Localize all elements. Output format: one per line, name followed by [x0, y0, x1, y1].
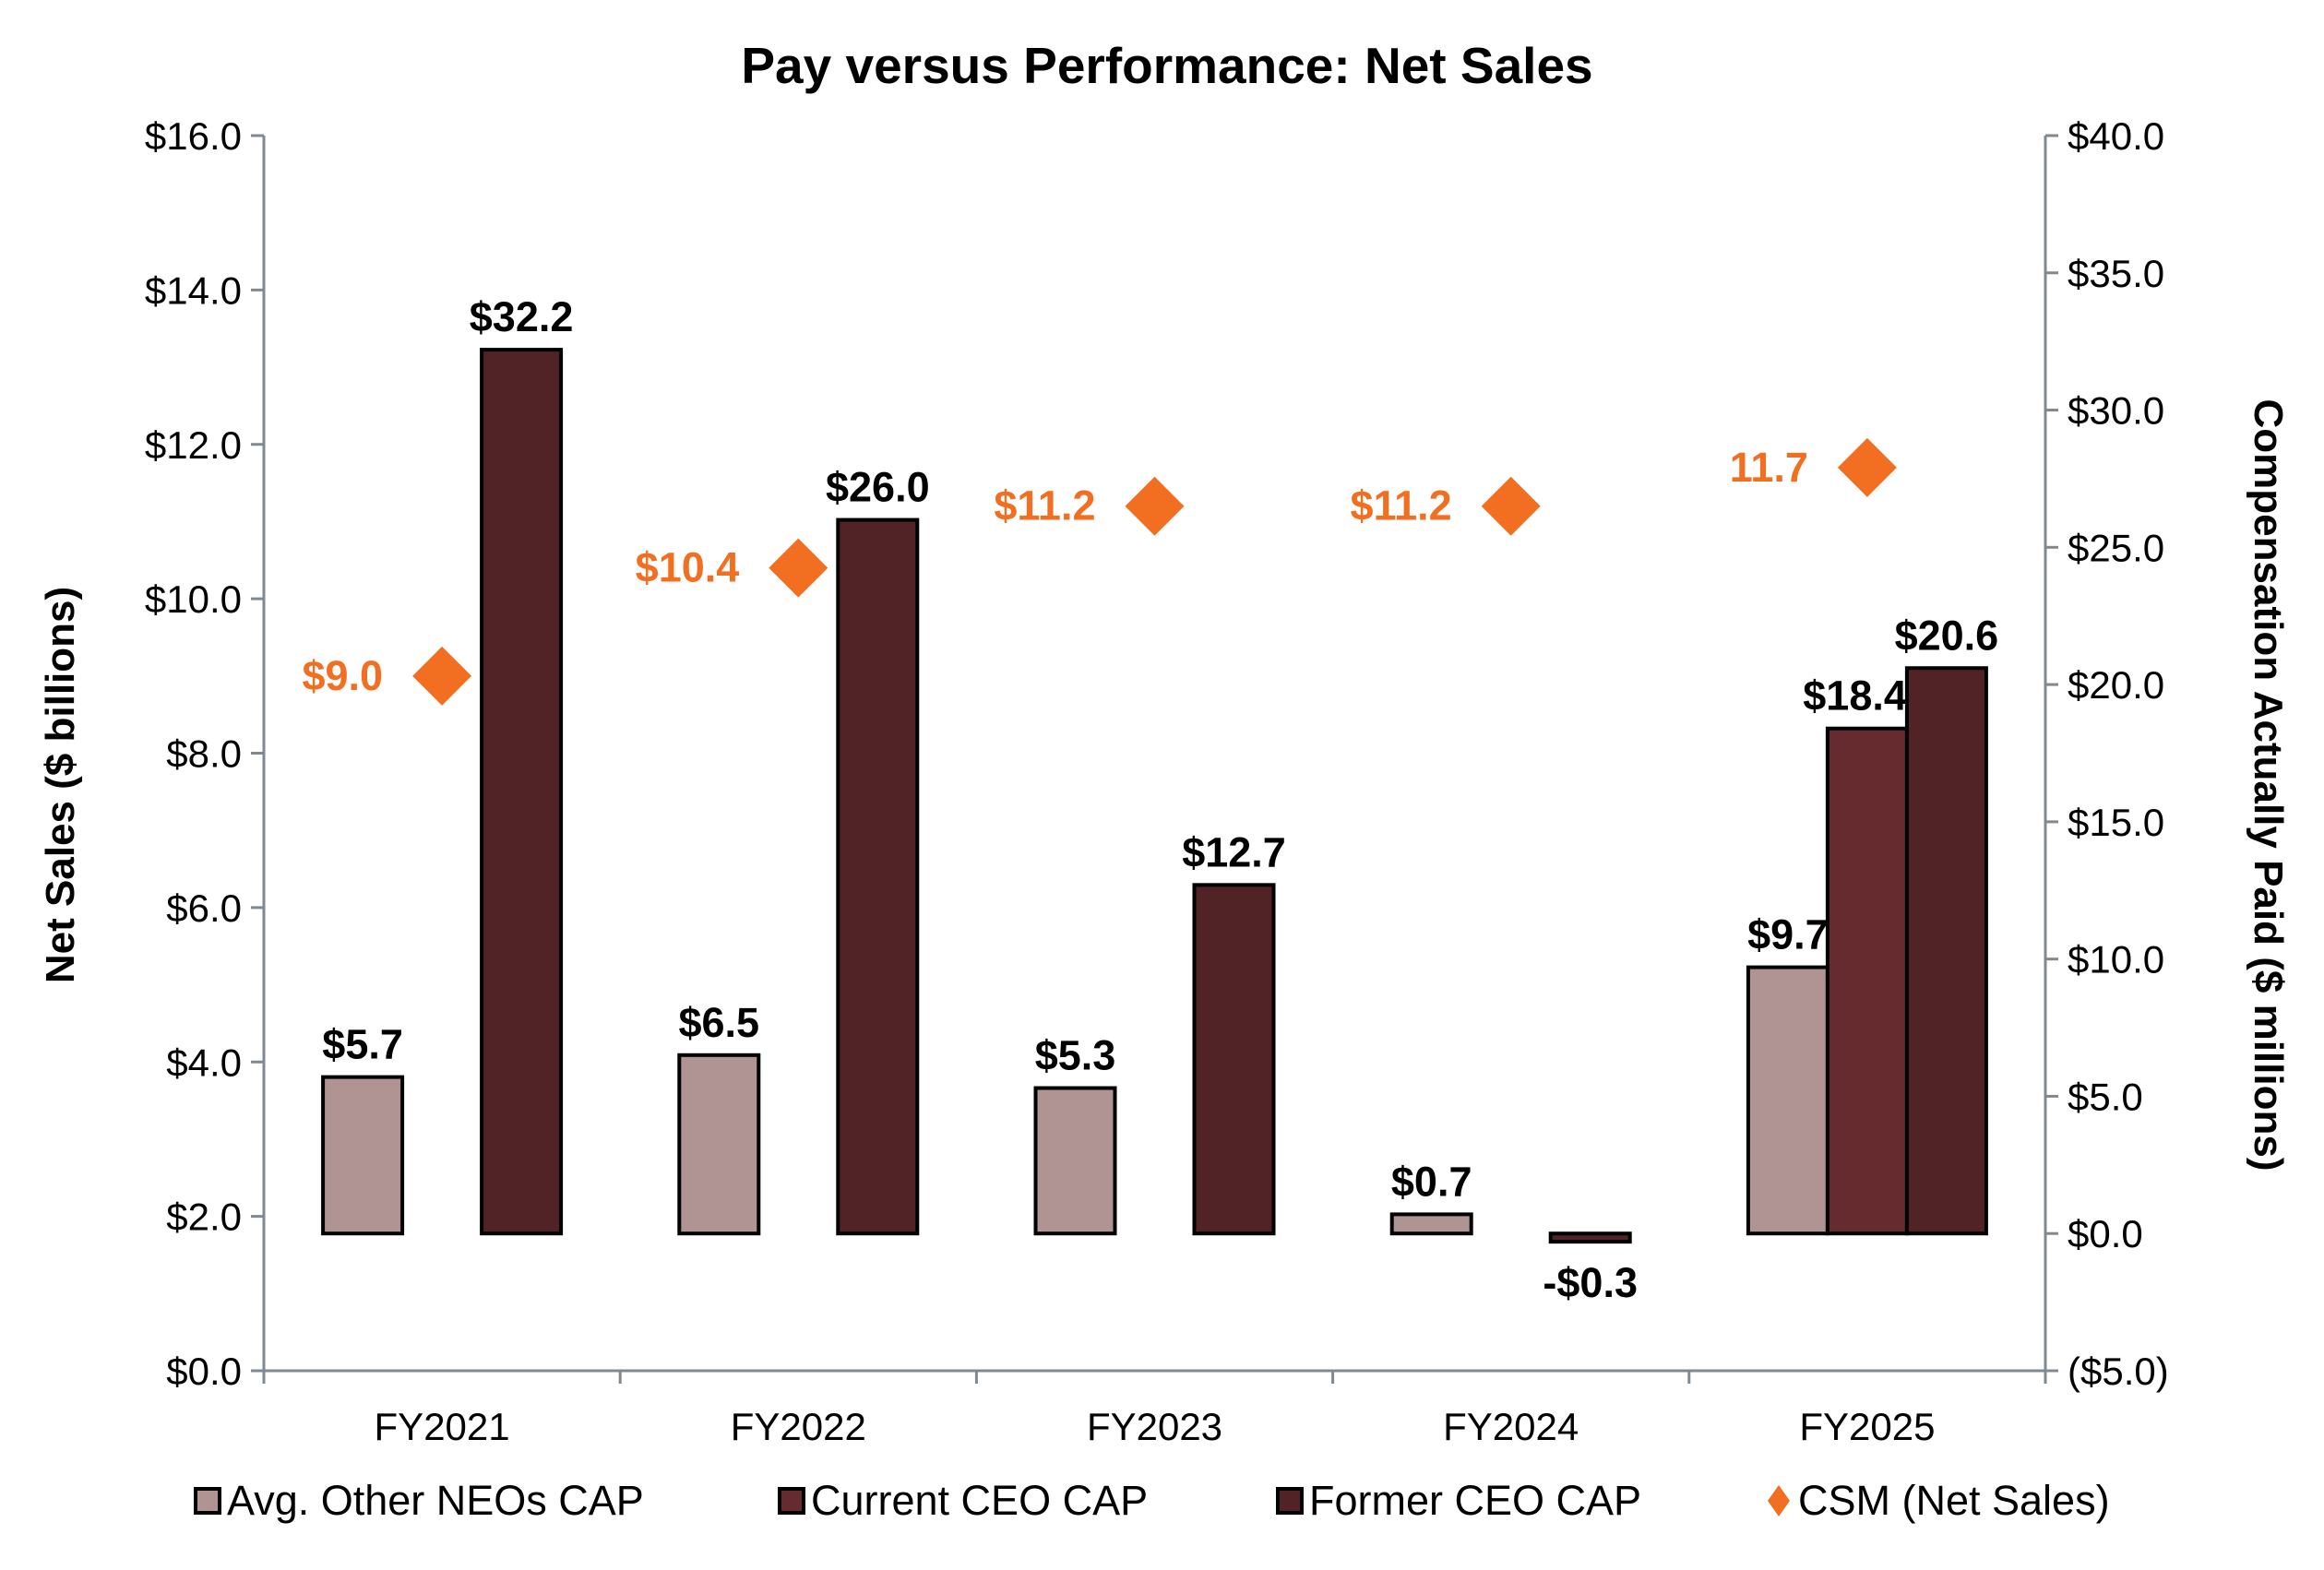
data-label: $6.5 [679, 999, 760, 1046]
bar-former-ceo-cap-FY2021 [480, 348, 564, 1236]
left-axis-title: Net Sales ($ billions) [38, 587, 83, 983]
left-tick-label: $14.0 [145, 268, 242, 312]
csm-data-label: $11.2 [994, 482, 1095, 529]
data-label: $18.4 [1803, 672, 1907, 720]
legend-label: Current CEO CAP [811, 1477, 1148, 1524]
right-tick-label: $0.0 [2068, 1212, 2143, 1255]
bar-former-ceo-cap-FY2024 [1548, 1231, 1632, 1244]
legend-swatch [194, 1487, 221, 1515]
left-tick-label: $2.0 [166, 1195, 242, 1239]
bar-former-ceo-cap-FY2022 [836, 517, 920, 1236]
bar-former-ceo-cap-FY2025 [1904, 666, 1988, 1236]
data-label: $5.7 [322, 1021, 403, 1068]
left-tick-label: $8.0 [166, 732, 242, 776]
bar-current-ceo-cap-FY2025 [1825, 726, 1909, 1236]
legend-label: CSM (Net Sales) [1798, 1477, 2110, 1524]
right-tick-label: $20.0 [2068, 663, 2164, 707]
left-tick-label: $12.0 [145, 423, 242, 467]
data-label: -$0.3 [1543, 1259, 1638, 1306]
bar-avg-other-neos-cap-FY2025 [1746, 965, 1829, 1236]
csm-data-label: $10.4 [636, 544, 740, 591]
left-tick-label: $16.0 [145, 114, 242, 158]
bar-avg-other-neos-cap-FY2023 [1033, 1086, 1117, 1236]
right-tick-label: $5.0 [2068, 1075, 2143, 1118]
legend-label: Avg. Other NEOs CAP [227, 1477, 644, 1524]
category-label: FY2022 [731, 1405, 866, 1448]
csm-point-FY2025 [1837, 437, 1897, 497]
bar-avg-other-neos-cap-FY2021 [321, 1075, 405, 1236]
csm-point-FY2022 [769, 538, 828, 598]
csm-data-label: $11.2 [1351, 482, 1452, 529]
left-tick-label: $0.0 [166, 1350, 242, 1393]
csm-data-label: $9.0 [303, 652, 384, 699]
category-label: FY2024 [1443, 1405, 1579, 1448]
csm-data-label: 11.7 [1730, 444, 1808, 491]
left-tick-label: $6.0 [166, 886, 242, 930]
right-tick-label: $40.0 [2068, 114, 2164, 158]
data-label: $5.3 [1035, 1032, 1116, 1079]
right-tick-label: $30.0 [2068, 389, 2164, 433]
data-label: $9.7 [1747, 911, 1829, 958]
bar-avg-other-neos-cap-FY2024 [1389, 1212, 1473, 1236]
chart-title: Pay versus Performance: Net Sales [741, 37, 1592, 94]
right-tick-label: ($5.0) [2068, 1350, 2169, 1393]
category-label: FY2021 [375, 1405, 510, 1448]
data-label: $12.7 [1182, 828, 1286, 875]
category-label: FY2023 [1087, 1405, 1222, 1448]
left-tick-label: $10.0 [145, 577, 242, 621]
category-label: FY2025 [1799, 1405, 1935, 1448]
data-label: $32.2 [470, 293, 574, 340]
legend-swatch [778, 1487, 805, 1515]
right-tick-label: $10.0 [2068, 938, 2164, 981]
legend-diamond-icon [1768, 1485, 1790, 1516]
csm-point-FY2024 [1481, 476, 1541, 536]
data-label: $20.6 [1895, 612, 1999, 659]
csm-point-FY2021 [412, 646, 472, 706]
right-tick-label: $15.0 [2068, 801, 2164, 844]
left-tick-label: $4.0 [166, 1041, 242, 1084]
right-tick-label: $35.0 [2068, 252, 2164, 295]
csm-point-FY2023 [1125, 476, 1185, 536]
right-tick-label: $25.0 [2068, 526, 2164, 569]
data-label: $0.7 [1391, 1158, 1472, 1205]
bar-former-ceo-cap-FY2023 [1192, 883, 1276, 1236]
legend-label: Former CEO CAP [1309, 1477, 1641, 1524]
data-label: $26.0 [826, 464, 930, 511]
legend-swatch [1276, 1487, 1304, 1515]
right-axis-title: Compensation Actually Paid ($ millions) [2246, 399, 2291, 1172]
bar-avg-other-neos-cap-FY2022 [677, 1053, 761, 1236]
